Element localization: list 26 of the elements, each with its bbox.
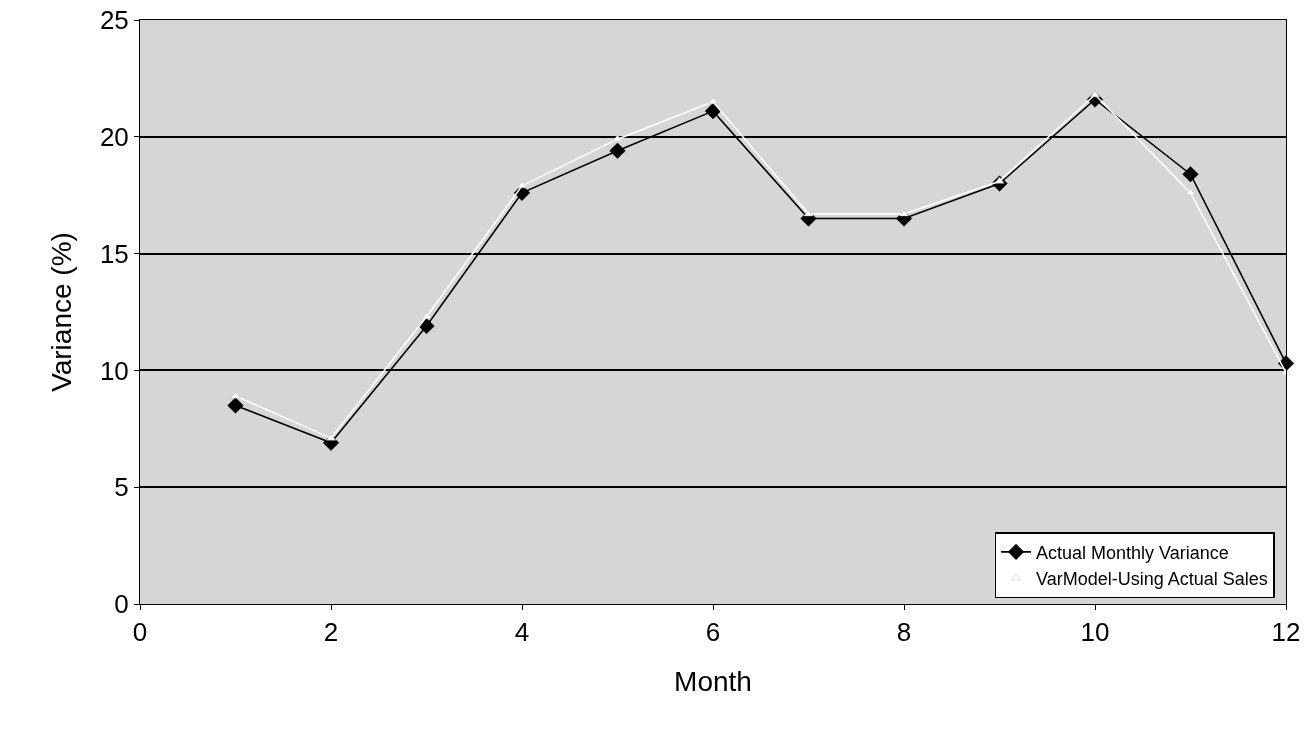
point [1090, 90, 1100, 97]
legend-label: Actual Monthly Variance [1036, 542, 1229, 563]
point [326, 433, 336, 441]
y-tick-label: 10 [99, 355, 129, 386]
point [704, 103, 722, 120]
point [609, 142, 626, 159]
point [227, 397, 244, 414]
y-tick-label: 20 [99, 121, 129, 152]
y-tick-label: 15 [99, 238, 129, 269]
point [418, 317, 435, 335]
x-tick-label: 8 [896, 617, 912, 648]
y-tick-label: 5 [114, 472, 129, 503]
y-tick-label: 25 [99, 5, 129, 36]
y-axis-title: Variance (%) [45, 232, 77, 392]
legend-label: VarModel-Using Actual Sales [1036, 569, 1268, 590]
x-tick-label: 12 [1271, 617, 1301, 648]
point [1281, 368, 1291, 375]
point [1185, 188, 1196, 196]
point [1182, 166, 1199, 183]
y-tick-label: 0 [114, 589, 129, 620]
x-tick-label: 10 [1080, 617, 1110, 648]
x-tick-label: 4 [514, 617, 530, 648]
x-axis-title: Month [674, 666, 752, 698]
x-tick-label: 6 [705, 617, 721, 648]
x-tick-label: 2 [323, 617, 339, 648]
point [899, 209, 909, 217]
